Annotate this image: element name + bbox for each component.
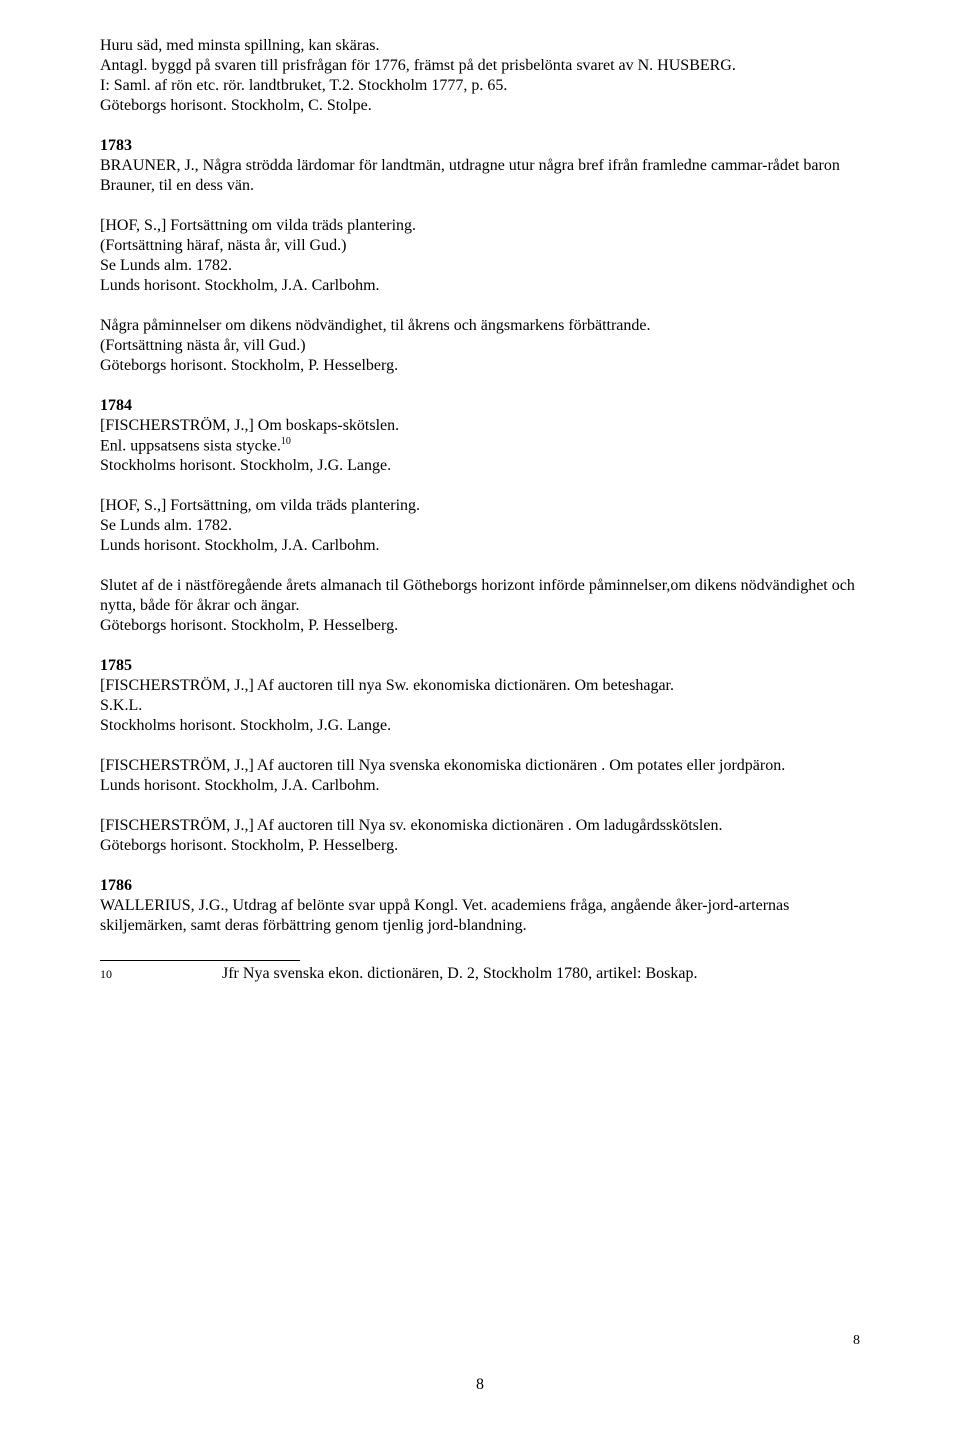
entry-line: [HOF, S.,] Fortsättning om vilda träds p… — [100, 216, 860, 236]
entry-line: Göteborgs horisont. Stockholm, C. Stolpe… — [100, 96, 860, 116]
entry-line: S.K.L. — [100, 696, 860, 716]
entry-line: BRAUNER, J., Några strödda lärdomar för … — [100, 156, 860, 196]
entry-line: [FISCHERSTRÖM, J.,] Af auctoren till nya… — [100, 676, 860, 696]
year-heading: 1784 — [100, 396, 860, 416]
entry-line: Lunds horisont. Stockholm, J.A. Carlbohm… — [100, 776, 860, 796]
footnote-separator — [100, 960, 300, 961]
entry-line: (Fortsättning häraf, nästa år, vill Gud.… — [100, 236, 860, 256]
year-heading: 1786 — [100, 876, 860, 896]
footnote-number: 10 — [100, 967, 112, 982]
entry-line: Stockholms horisont. Stockholm, J.G. Lan… — [100, 456, 860, 476]
entry-line: Antagl. byggd på svaren till prisfrågan … — [100, 56, 860, 76]
entry-line: Stockholms horisont. Stockholm, J.G. Lan… — [100, 716, 860, 736]
entry-line: I: Saml. af rön etc. rör. landtbruket, T… — [100, 76, 860, 96]
entry-line: [FISCHERSTRÖM, J.,] Af auctoren till Nya… — [100, 816, 860, 836]
footnote: 10 Jfr Nya svenska ekon. dictionären, D.… — [100, 965, 860, 983]
entry-line: Slutet af de i nästföregående årets alma… — [100, 576, 860, 616]
entry-line: [FISCHERSTRÖM, J.,] Om boskaps-skötslen. — [100, 416, 860, 436]
entry-line: [FISCHERSTRÖM, J.,] Af auctoren till Nya… — [100, 756, 860, 776]
entry-line: Se Lunds alm. 1782. — [100, 256, 860, 276]
entry-line: Lunds horisont. Stockholm, J.A. Carlbohm… — [100, 536, 860, 556]
entry-line: (Fortsättning nästa år, vill Gud.) — [100, 336, 860, 356]
entry-line: Se Lunds alm. 1782. — [100, 516, 860, 536]
entry-line: Några påminnelser om dikens nödvändighet… — [100, 316, 860, 336]
entry-line: Lunds horisont. Stockholm, J.A. Carlbohm… — [100, 276, 860, 296]
entry-line: [HOF, S.,] Fortsättning, om vilda träds … — [100, 496, 860, 516]
year-heading: 1785 — [100, 656, 860, 676]
footnote-ref: 10 — [281, 436, 291, 447]
page-number-right: 8 — [853, 1333, 860, 1349]
page-number-center: 8 — [0, 1376, 960, 1394]
footnote-text: Jfr Nya svenska ekon. dictionären, D. 2,… — [222, 965, 697, 983]
entry-line: Göteborgs horisont. Stockholm, P. Hessel… — [100, 356, 860, 376]
entry-line: Huru säd, med minsta spillning, kan skär… — [100, 36, 860, 56]
entry-line: Göteborgs horisont. Stockholm, P. Hessel… — [100, 836, 860, 856]
entry-text: Enl. uppsatsens sista stycke. — [100, 437, 281, 454]
entry-line: Göteborgs horisont. Stockholm, P. Hessel… — [100, 616, 860, 636]
year-heading: 1783 — [100, 136, 860, 156]
entry-line: Enl. uppsatsens sista stycke.10 — [100, 436, 860, 456]
entry-line: WALLERIUS, J.G., Utdrag af belönte svar … — [100, 896, 860, 936]
